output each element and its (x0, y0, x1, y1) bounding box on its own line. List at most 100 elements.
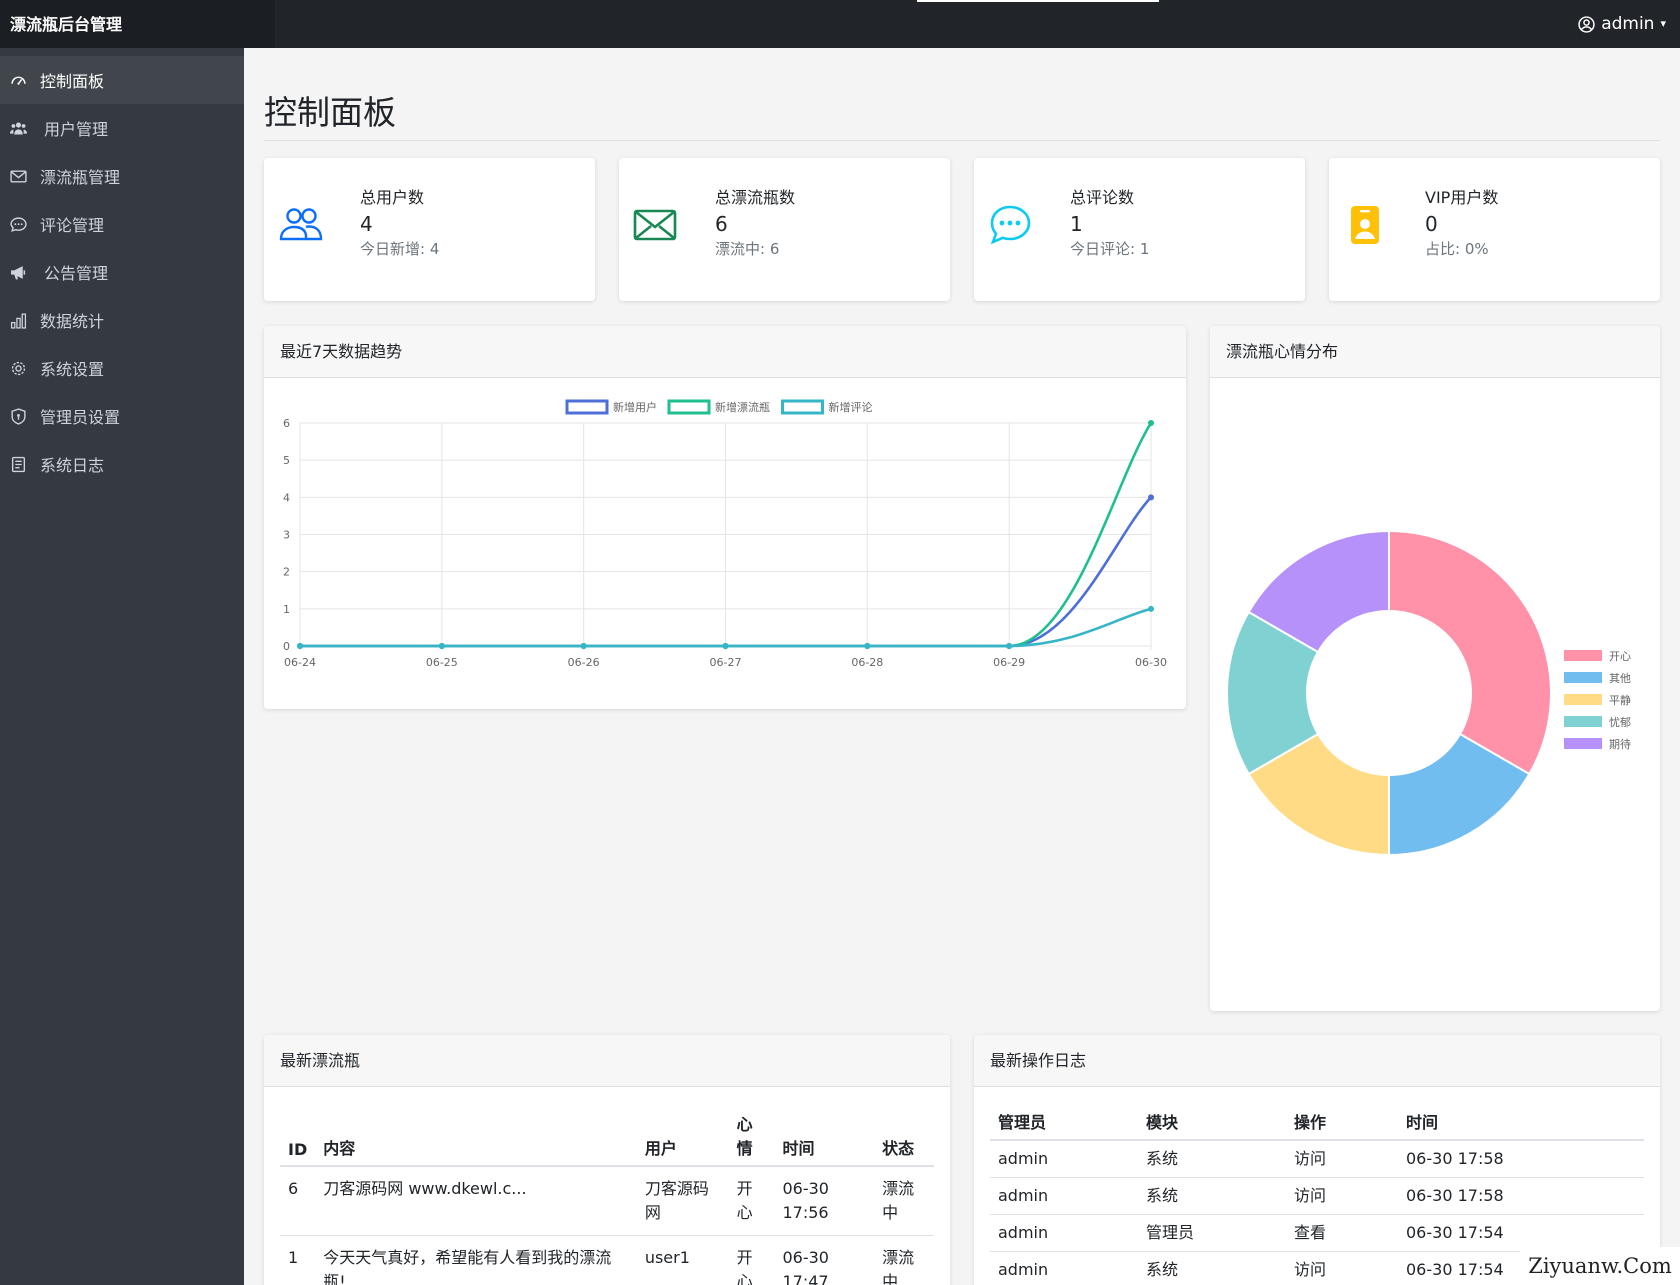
cell-admin: admin (990, 1177, 1138, 1215)
data-point (1148, 420, 1154, 426)
sidebar-item-bottles[interactable]: 漂流瓶管理 (0, 152, 244, 200)
stat-subtext: 漂流中: 6 (715, 240, 780, 258)
pie-slice (1388, 529, 1552, 776)
sidebar-item-label: 管理员设置 (40, 408, 121, 427)
x-tick-label: 06-27 (710, 656, 742, 669)
cell-content: 刀客源码网 www.dkewl.c... (315, 1166, 637, 1236)
gear-icon (10, 360, 40, 377)
table-row[interactable]: admin 系统 访问 06-30 17:58 (990, 1177, 1644, 1215)
table-row[interactable]: admin 管理员 查看 06-30 17:54 (990, 1214, 1644, 1252)
cell-status: 漂流中 (874, 1166, 934, 1236)
cell-content: 今天天气真好，希望能有人看到我的漂流瓶! (315, 1235, 637, 1285)
sidebar-item-label: 控制面板 (40, 72, 105, 91)
stat-value: 4 (360, 212, 373, 236)
y-tick-label: 6 (283, 417, 290, 430)
latest-logs-panel: 最新操作日志 管理员 模块 操作 时间 admin 系统 访问 (974, 1035, 1660, 1285)
sidebar-item-logs[interactable]: 系统日志 (0, 440, 244, 488)
cell-time: 06-30 17:54 (1398, 1214, 1644, 1252)
sidebar-item-users[interactable]: 用户管理 (0, 104, 244, 152)
cell-action: 访问 (1286, 1251, 1398, 1285)
x-tick-label: 06-24 (284, 656, 316, 669)
legend-swatch (781, 399, 824, 415)
y-tick-label: 4 (283, 491, 290, 504)
sidebar-item-settings[interactable]: 系统设置 (0, 344, 244, 392)
y-tick-label: 0 (283, 640, 290, 653)
cell-id: 1 (280, 1235, 316, 1285)
chat-dots-icon (990, 205, 1031, 245)
legend-label: 新增漂流瓶 (715, 400, 770, 414)
cell-time: 06-30 17:58 (1398, 1177, 1644, 1215)
user-circle-icon (1578, 15, 1595, 33)
data-point (864, 643, 871, 649)
stat-label: 总用户数 (360, 188, 425, 207)
panel-title: 最新操作日志 (974, 1035, 1660, 1087)
people-icon (279, 208, 323, 241)
user-menu[interactable]: admin ▾ (1578, 0, 1666, 48)
cell-time: 06-30 17:47 (774, 1235, 875, 1285)
stat-value: 1 (1070, 212, 1083, 236)
sidebar-item-dashboard[interactable]: 控制面板 (0, 56, 244, 104)
sidebar-item-label: 系统日志 (40, 456, 105, 475)
stat-label: 总评论数 (1070, 188, 1135, 207)
x-tick-label: 06-26 (568, 656, 600, 669)
y-tick-label: 3 (283, 529, 290, 542)
sidebar-item-announcements[interactable]: 公告管理 (0, 248, 244, 296)
top-navbar: 漂流瓶后台管理 admin ▾ (0, 0, 1680, 48)
y-tick-label: 5 (283, 454, 290, 467)
legend-swatch (565, 399, 609, 415)
data-point (1006, 643, 1013, 649)
column-header: 用户 (636, 1105, 729, 1167)
chevron-down-icon: ▾ (1660, 17, 1666, 30)
sidebar-item-label: 数据统计 (40, 312, 105, 331)
nav-indicator (917, 0, 1159, 2)
legend-swatch (667, 399, 711, 415)
x-tick-label: 06-29 (993, 656, 1025, 669)
data-point (722, 643, 729, 649)
sidebar-item-label: 系统设置 (40, 360, 105, 379)
column-header: 时间 (774, 1105, 875, 1167)
table-row[interactable]: 6 刀客源码网 www.dkewl.c... 刀客源码网 开心 06-30 17… (280, 1166, 934, 1236)
sidebar-item-label: 用户管理 (44, 120, 109, 139)
legend-swatch (1564, 650, 1602, 661)
stat-card-users: 总用户数 4 今日新增: 4 (264, 158, 595, 301)
table-header-row: ID 内容 用户 心情 时间 状态 (280, 1105, 934, 1167)
latest-bottles-panel: 最新漂流瓶 ID 内容 用户 心情 时间 状态 6 刀客源码网 (264, 1035, 950, 1285)
cell-module: 系统 (1138, 1251, 1286, 1285)
cell-mood: 开心 (728, 1235, 775, 1285)
legend-label: 忧郁 (1609, 715, 1631, 729)
table-row[interactable]: 1 今天天气真好，希望能有人看到我的漂流瓶! user1 开心 06-30 17… (280, 1235, 934, 1285)
data-point (297, 643, 303, 649)
cell-admin: admin (990, 1214, 1138, 1252)
legend-label: 新增用户 (613, 400, 657, 414)
x-tick-label: 06-25 (426, 656, 458, 669)
sidebar-item-admins[interactable]: 管理员设置 (0, 392, 244, 440)
trend-chart-panel: 最近7天数据趋势 0 1 2 3 4 5 6 06-24 06-25 06-26 06-27 06-2… (264, 326, 1186, 709)
table-row[interactable]: admin 系统 访问 06-30 17:58 (990, 1140, 1644, 1178)
stat-subtext: 占比: 0% (1425, 240, 1489, 258)
sidebar-item-label: 评论管理 (40, 216, 105, 235)
stat-label: 总漂流瓶数 (715, 188, 796, 207)
bar-chart-icon (10, 312, 40, 329)
stat-subtext: 今日评论: 1 (1070, 240, 1150, 258)
sidebar-item-comments[interactable]: 评论管理 (0, 200, 244, 248)
cell-user: user1 (636, 1235, 729, 1285)
chat-icon (10, 216, 40, 233)
data-point (1148, 494, 1154, 501)
trend-line-chart: 0 1 2 3 4 5 6 06-24 06-25 06-26 06-27 06-28 06-29 06-… (283, 399, 1167, 669)
pie-slice (1247, 529, 1390, 654)
brand-title[interactable]: 漂流瓶后台管理 (0, 0, 275, 48)
page-title: 控制面板 (264, 93, 396, 132)
journal-icon (10, 456, 40, 473)
logs-table: 管理员 模块 操作 时间 admin 系统 访问 06-30 17:58 adm… (990, 1103, 1644, 1285)
cell-mood: 开心 (728, 1166, 775, 1236)
data-point (1148, 605, 1154, 612)
legend-label: 新增评论 (829, 400, 873, 414)
stat-card-bottles: 总漂流瓶数 6 漂流中: 6 (619, 158, 950, 301)
legend-label: 开心 (1609, 650, 1631, 663)
sidebar-item-statistics[interactable]: 数据统计 (0, 296, 244, 344)
legend-swatch (1564, 716, 1602, 727)
bottles-table: ID 内容 用户 心情 时间 状态 6 刀客源码网 www.dkewl.c...… (280, 1105, 934, 1285)
legend-swatch (1564, 738, 1602, 749)
legend-label: 其他 (1609, 672, 1631, 685)
